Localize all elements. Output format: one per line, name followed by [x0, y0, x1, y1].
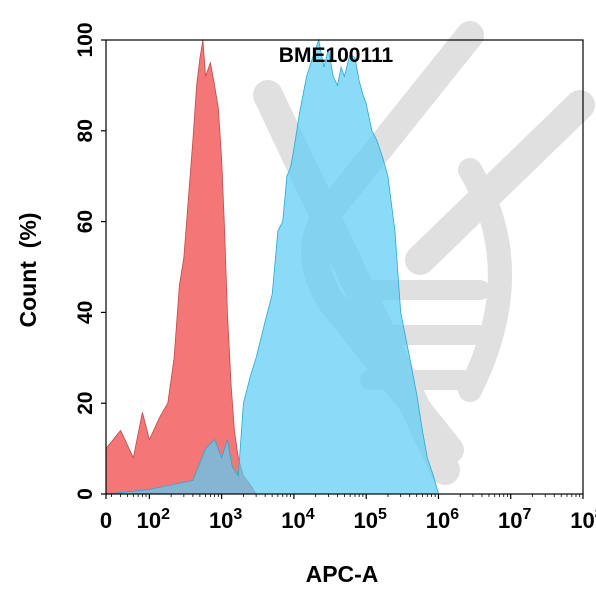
- y-tick-label: 40: [74, 301, 97, 324]
- x-tick-label: 105: [353, 506, 386, 533]
- x-axis-title: APC-A: [306, 561, 379, 587]
- y-tick-label: 80: [74, 119, 97, 142]
- y-tick-label: 20: [74, 392, 97, 415]
- x-tick-label: 0: [100, 508, 112, 533]
- x-tick-label: 103: [209, 506, 242, 533]
- x-tick-label: 106: [426, 506, 459, 533]
- ticks-layer: 0 20 40 60 80 100 0 102 103 104 105 106 107 108: [74, 22, 596, 533]
- histogram-series-1: [105, 39, 257, 495]
- x-tick-label: 102: [137, 506, 170, 533]
- y-tick-label: 0: [74, 488, 97, 500]
- x-tick-label: 104: [281, 506, 314, 533]
- y-tick-label: 100: [74, 22, 97, 57]
- histogram-series-2: [105, 38, 440, 495]
- x-tick-label: 107: [498, 506, 531, 533]
- y-tick-label: 60: [74, 210, 97, 233]
- x-tick-label: 108: [570, 506, 596, 533]
- series-layer: [105, 38, 440, 495]
- chart-title: BME100111: [279, 44, 394, 67]
- y-axis-title: Count (%): [15, 213, 41, 328]
